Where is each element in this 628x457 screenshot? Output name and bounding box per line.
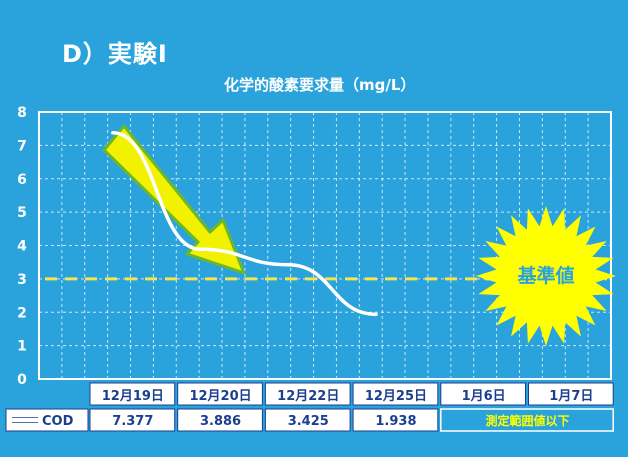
below-range-note: 測定範囲値以下 <box>485 413 569 428</box>
table-header-cell <box>264 382 351 406</box>
table-value-cell <box>352 408 439 432</box>
legend-cell <box>5 408 89 432</box>
x-category-label: 12月19日 <box>102 389 164 404</box>
chart-subtitle: 化学的酸素要求量（mg/L） <box>224 76 416 94</box>
y-tick-label: 4 <box>17 239 27 255</box>
y-tick-label: 5 <box>17 205 27 221</box>
table-header-cell <box>89 382 176 406</box>
data-value-label: 7.377 <box>112 414 153 429</box>
x-category-label: 12月22日 <box>277 389 339 404</box>
x-category-label: 12月25日 <box>365 389 427 404</box>
data-value-label: 3.425 <box>288 414 329 429</box>
y-tick-label: 6 <box>17 172 27 188</box>
table-header-cell <box>352 382 439 406</box>
standard-value-starburst: 基準値 <box>476 206 616 346</box>
table-header-cell <box>440 382 526 406</box>
y-tick-label: 1 <box>17 339 27 355</box>
x-category-label: 1月7日 <box>549 389 593 404</box>
decline-arrow <box>102 124 246 275</box>
y-axis-ticks: 0 1 2 3 4 5 6 7 8 <box>17 105 27 388</box>
y-tick-label: 8 <box>17 105 27 121</box>
below-range-cell <box>440 408 614 432</box>
data-value-label: 1.938 <box>375 414 416 429</box>
data-table: 12月19日 12月20日 12月22日 12月25日 1月6日 1月7日 COD 7.377… <box>5 382 614 432</box>
y-tick-label: 2 <box>17 305 27 321</box>
slide-title: D）実験Ⅰ <box>62 40 168 68</box>
x-category-label: 12月20日 <box>189 389 251 404</box>
starburst-label: 基準値 <box>516 264 574 287</box>
table-value-cell <box>89 408 176 432</box>
table-value-cell <box>264 408 351 432</box>
y-tick-label: 3 <box>17 272 27 288</box>
x-category-label: 1月6日 <box>462 389 506 404</box>
data-value-label: 3.886 <box>200 414 241 429</box>
table-header-cell <box>528 382 614 406</box>
table-value-cell <box>177 408 263 432</box>
legend-series-name: COD <box>42 414 74 429</box>
cod-series-line <box>111 131 378 317</box>
table-header-cell <box>177 382 263 406</box>
y-tick-label: 7 <box>17 138 27 154</box>
y-tick-label: 0 <box>17 372 27 388</box>
